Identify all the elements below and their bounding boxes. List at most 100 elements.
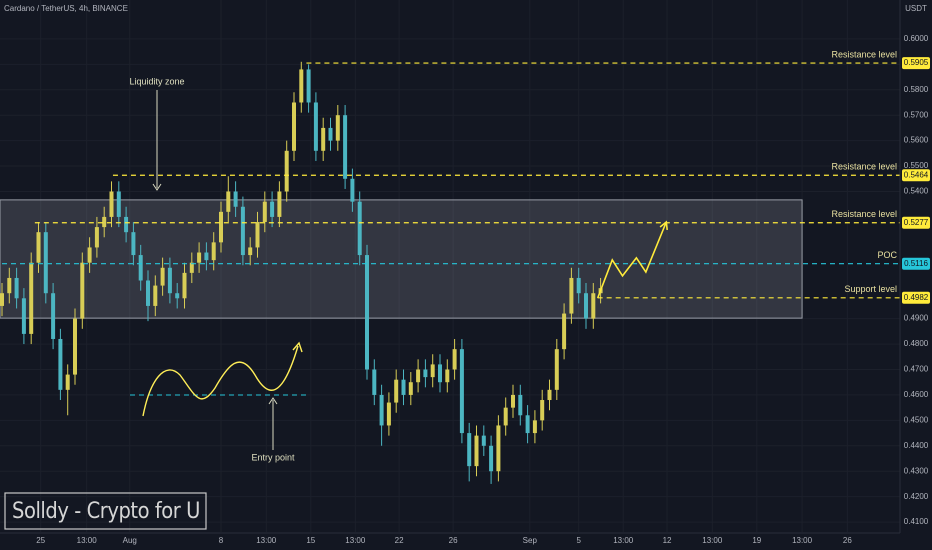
candle-body	[350, 178, 355, 202]
candle-body	[116, 191, 121, 217]
candle-body	[496, 425, 501, 472]
candle-body	[255, 222, 260, 248]
candle-body	[386, 402, 391, 426]
candle-body	[43, 232, 48, 294]
candle-body	[299, 69, 304, 103]
candle-body	[270, 201, 275, 217]
y-tick-label: 0.4700	[904, 365, 929, 374]
level-name: POC	[877, 250, 897, 260]
x-tick-label: Sep	[523, 536, 538, 545]
candle-body	[438, 364, 442, 383]
candle-body	[452, 349, 457, 370]
currency: USDT	[905, 4, 927, 13]
candle-body	[160, 267, 165, 286]
y-tick-label: 0.4500	[904, 415, 929, 424]
arrow-head	[268, 397, 278, 405]
price-badge	[902, 57, 930, 70]
level-name: Resistance level	[831, 209, 897, 219]
y-tick-label: 0.4900	[904, 314, 929, 323]
candle-body	[36, 232, 41, 263]
candle-body	[430, 364, 435, 378]
pattern-curve	[142, 345, 299, 417]
x-tick-label: 13:00	[345, 536, 366, 545]
candle-body	[131, 232, 136, 256]
y-tick-label: 0.5600	[904, 136, 929, 145]
candle-body	[7, 277, 12, 294]
candle-body	[511, 394, 515, 408]
candle-body	[306, 69, 311, 103]
level-name: Resistance level	[831, 49, 897, 59]
candle-body	[394, 379, 399, 403]
x-tick-label: 13:00	[256, 536, 277, 545]
candle-body	[401, 379, 406, 395]
level-name: Support level	[844, 284, 897, 294]
price-badge	[902, 291, 930, 304]
y-tick-label: 0.5400	[904, 187, 929, 196]
candle-body	[21, 298, 26, 334]
projection-arrow-head	[659, 220, 668, 231]
candle-body	[584, 293, 588, 319]
candle-body	[124, 216, 129, 233]
candle-body	[29, 262, 34, 334]
level-name: Resistance level	[831, 162, 897, 172]
candle-body	[226, 191, 231, 212]
candle-body	[576, 277, 581, 294]
candle-body	[0, 293, 4, 306]
watermark-box	[4, 492, 207, 530]
y-tick-label: 0.4200	[904, 492, 929, 501]
candle-body	[51, 293, 56, 339]
x-tick-label: 15	[306, 536, 315, 545]
candle-body	[569, 277, 574, 314]
x-tick-label: 22	[395, 536, 404, 545]
candle-body	[328, 127, 333, 141]
price-badge	[902, 216, 930, 229]
x-tick-label: 13:00	[613, 536, 634, 545]
candle-body	[182, 272, 187, 299]
candle-body	[262, 201, 267, 223]
candle-body	[109, 191, 114, 217]
candle-body	[65, 374, 70, 390]
price-badge-label: 0.5116	[904, 259, 928, 268]
x-tick-label: 26	[449, 536, 458, 545]
candle-body	[372, 369, 377, 395]
candle-body	[197, 252, 202, 263]
candle-body	[591, 293, 596, 319]
candle-body	[138, 255, 143, 281]
annotation: Entry point	[251, 452, 295, 462]
x-tick-label: 13:00	[77, 536, 98, 545]
arrow-head	[292, 341, 303, 353]
candle-body	[321, 127, 326, 151]
symbol-title: Cardano / TetherUS, 4h, BINANCE	[4, 4, 128, 13]
candle-body	[547, 389, 552, 401]
price-badge	[902, 169, 930, 182]
y-tick-label: 0.5800	[904, 85, 929, 94]
x-tick-label: 26	[843, 536, 852, 545]
y-tick-label: 0.4800	[904, 339, 929, 348]
candle-body	[14, 277, 19, 299]
candle-body	[335, 115, 340, 141]
watermark: Solldy - Crypto for U	[12, 499, 200, 524]
candle-body	[503, 407, 508, 426]
y-tick-label: 0.4300	[904, 466, 929, 475]
candle-body	[365, 255, 369, 370]
candle-body	[540, 400, 545, 421]
candle-body	[554, 349, 559, 390]
candle-body	[481, 435, 486, 446]
candle-body	[313, 102, 318, 151]
candle-body	[167, 267, 172, 294]
x-tick-label: 13:00	[702, 536, 723, 545]
candle-body	[204, 252, 209, 261]
price-badge	[902, 257, 930, 270]
candle-body	[73, 318, 77, 375]
y-tick-label: 0.4600	[904, 390, 929, 399]
price-badge-label: 0.5464	[904, 170, 929, 179]
price-badge-label: 0.5905	[904, 58, 929, 67]
x-tick-label: 13:00	[792, 536, 813, 545]
candle-body	[474, 435, 479, 467]
candle-body	[211, 242, 216, 261]
projection-path	[596, 221, 668, 299]
x-tick-label: 12	[663, 536, 672, 545]
candle-body	[532, 420, 537, 434]
candle-body	[445, 369, 450, 383]
candle-body	[423, 369, 428, 378]
